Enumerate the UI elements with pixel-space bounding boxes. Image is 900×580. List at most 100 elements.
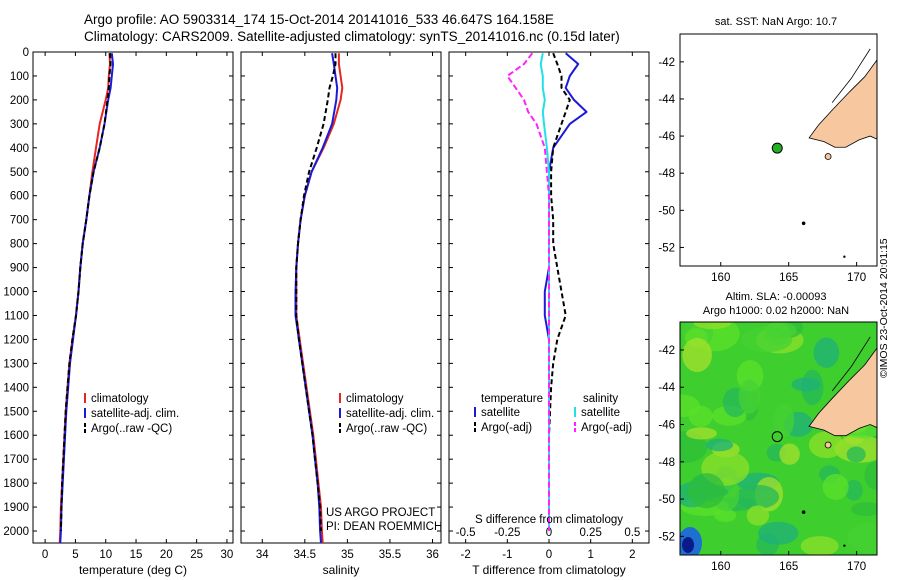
map-sst-title: sat. SST: NaN Argo: 10.7 — [714, 16, 838, 28]
campbell-island — [843, 255, 846, 258]
x-tick-label: 15 — [130, 549, 143, 561]
s-diff-tick-label: 0 — [546, 527, 552, 539]
map-x-tick-label: 165 — [779, 272, 798, 284]
map-x-tick-label: 160 — [711, 272, 730, 284]
y-tick-label: 600 — [10, 191, 29, 203]
map-x-tick-label: 170 — [847, 272, 866, 284]
legend-label: Argo(..raw -QC) — [91, 423, 172, 435]
series-line-satellite-adj-clim- — [59, 53, 114, 544]
y-tick-label: 1900 — [3, 502, 29, 514]
sla-cell — [791, 377, 821, 392]
map-y-tick-label: -46 — [658, 131, 675, 143]
legend-heading-salinity: salinity — [583, 393, 618, 405]
stewart-island — [824, 441, 832, 449]
coastline — [831, 336, 871, 392]
map-x-tick-label: 165 — [779, 561, 798, 573]
sla-cell — [746, 505, 770, 526]
x-tick-label: 25 — [190, 549, 203, 561]
series-line-argo-adj- — [548, 52, 571, 531]
argo-location-marker — [771, 431, 783, 443]
x-tick-label: 34 — [256, 549, 269, 561]
map-y-tick-label: -48 — [658, 168, 675, 180]
sla-cell — [735, 484, 780, 509]
salinity-plot-frame — [240, 51, 442, 544]
x-tick-label: -2 — [461, 549, 471, 561]
sla-cell — [779, 443, 800, 465]
title-line-2: Climatology: CARS2009. Satellite-adjuste… — [84, 29, 620, 44]
campbell-island — [843, 544, 846, 547]
s-diff-tick-label: -0.5 — [456, 527, 476, 539]
series-line-satellite-adj-clim- — [294, 53, 339, 544]
legend-label: climatology — [346, 393, 404, 405]
x-tick-label: -1 — [502, 549, 512, 561]
series-line-climatology — [295, 53, 344, 544]
sla-cell — [813, 337, 840, 368]
map-y-tick-label: -42 — [658, 345, 675, 357]
y-tick-label: 1300 — [3, 358, 29, 370]
y-tick-label: 1400 — [3, 382, 29, 394]
map-sla-group — [679, 321, 878, 556]
x-tick-label: 35 — [341, 549, 354, 561]
x-tick-label: 5 — [72, 549, 78, 561]
legend-label: climatology — [91, 393, 149, 405]
map-y-tick-label: -52 — [658, 531, 675, 543]
x-tick-label: 10 — [99, 549, 112, 561]
y-tick-label: 700 — [10, 215, 29, 227]
sla-cell — [738, 379, 761, 414]
legend-heading-temperature: temperature — [481, 393, 543, 405]
y-tick-label: 1000 — [3, 287, 29, 299]
auckland-islands — [801, 510, 806, 514]
sla-cell — [714, 509, 737, 522]
y-tick-label: 1100 — [4, 310, 29, 322]
map-sst-content — [680, 34, 877, 266]
map-sla-content — [680, 322, 877, 555]
series-line-argo-adj- — [506, 52, 550, 531]
series-line-argo-raw-qc- — [295, 53, 337, 532]
y-tick-label: 1600 — [3, 430, 29, 442]
map-y-tick-label: -50 — [658, 494, 675, 506]
map-y-tick-label: -46 — [658, 420, 675, 432]
x-tick-label: 36 — [426, 549, 439, 561]
stewart-island — [824, 153, 832, 160]
map-sst-group — [679, 33, 878, 267]
sla-cell — [693, 322, 732, 330]
y-tick-label: 900 — [10, 263, 29, 275]
x-tick-label: 20 — [160, 549, 173, 561]
sla-cell — [850, 501, 877, 517]
s-diff-tick-label: 0.25 — [579, 527, 601, 539]
sla-cell — [686, 427, 717, 440]
map-y-tick-label: -44 — [658, 382, 675, 394]
y-tick-label: 100 — [10, 71, 29, 83]
project-label-2: PI: DEAN ROEMMICH — [326, 521, 442, 533]
map-y-tick-label: -50 — [658, 205, 675, 217]
x-tick-label: 1 — [587, 549, 593, 561]
temperature-xlabel: temperature (deg C) — [79, 563, 187, 577]
map-y-tick-label: -52 — [658, 242, 675, 254]
sla-cell — [822, 473, 849, 500]
y-tick-label: 1700 — [3, 454, 29, 466]
legend-label: satellite-adj. clim. — [346, 408, 434, 420]
map-y-tick-label: -44 — [658, 94, 675, 106]
y-tick-label: 300 — [10, 119, 29, 131]
sla-cell — [846, 446, 866, 463]
t-diff-xlabel: T difference from climatology — [472, 563, 626, 577]
project-label-1: US ARGO PROJECT — [326, 507, 435, 519]
salinity-xlabel: salinity — [323, 563, 360, 577]
sla-cell — [705, 438, 734, 452]
sla-cell — [773, 403, 795, 438]
x-tick-label: 30 — [221, 549, 234, 561]
argo-location-marker — [771, 142, 783, 154]
title-line-1: Argo profile: AO 5903314_174 15-Oct-2014… — [84, 12, 554, 27]
y-tick-label: 0 — [23, 47, 29, 59]
sla-cell — [864, 461, 877, 490]
x-tick-label: 0 — [546, 549, 552, 561]
x-tick-label: 2 — [629, 549, 635, 561]
series-line-argo-raw-qc- — [59, 53, 112, 532]
map-sla-title-2: Argo h1000: 0.02 h2000: NaN — [702, 305, 850, 317]
y-tick-label: 200 — [10, 95, 29, 107]
y-tick-label: 1200 — [3, 334, 29, 346]
s-diff-tick-label: 0.5 — [624, 527, 640, 539]
x-tick-label: 0 — [42, 549, 48, 561]
legend-label: Argo(..raw -QC) — [346, 423, 427, 435]
